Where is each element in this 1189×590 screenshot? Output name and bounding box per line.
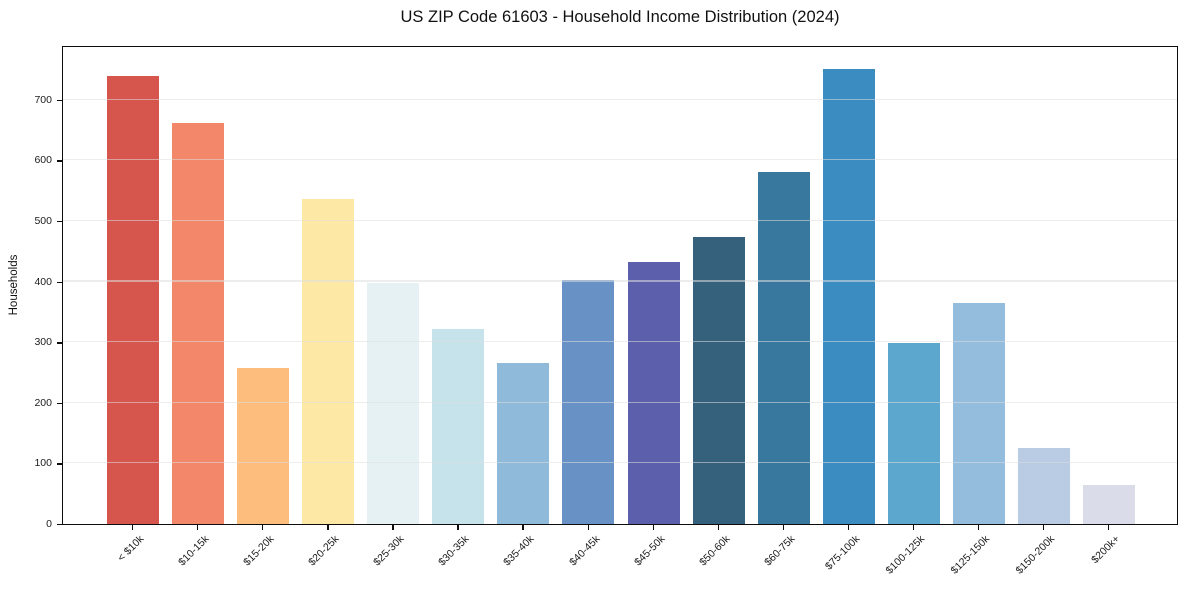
x-tick-mark — [197, 525, 199, 530]
x-tick-mark — [587, 525, 589, 530]
y-tick-label: 300 — [34, 336, 52, 349]
gridline-700 — [63, 98, 1177, 100]
y-tick-mark — [57, 99, 62, 102]
bar-$25-30k — [367, 282, 420, 524]
bar-$100-125k — [887, 343, 940, 524]
bar-$150-200k — [1017, 447, 1070, 524]
y-tick-label: 100 — [34, 457, 52, 470]
bar-$75-100k — [822, 68, 875, 524]
x-tick-mark — [392, 525, 394, 530]
x-tick-mark — [327, 525, 329, 530]
x-tick-mark — [1108, 525, 1110, 530]
bar-$125-150k — [952, 302, 1005, 524]
x-tick-mark — [912, 525, 915, 530]
gridline-500 — [63, 219, 1177, 221]
gridline-600 — [63, 159, 1177, 161]
x-tick-mark — [717, 525, 719, 530]
plot-area — [62, 46, 1178, 525]
gridline-200 — [63, 401, 1177, 403]
bar-$30-35k — [432, 329, 485, 524]
y-tick-label: 500 — [34, 215, 52, 227]
x-tick-mark — [652, 525, 654, 530]
y-tick-label: 200 — [34, 396, 52, 409]
bar-< $10k — [107, 75, 159, 524]
y-tick-mark — [57, 221, 62, 223]
bar-$10-15k — [172, 123, 225, 524]
x-tick-mark — [522, 525, 524, 530]
x-tick-mark — [977, 525, 980, 530]
y-tick-mark — [57, 463, 62, 465]
x-tick-mark — [457, 525, 459, 530]
bar-$200k+ — [1083, 485, 1135, 524]
bar-$20-25k — [302, 199, 355, 524]
x-tick-mark — [847, 525, 850, 530]
bar-$50-60k — [692, 237, 745, 524]
y-tick-mark — [57, 160, 62, 162]
x-tick-mark — [132, 525, 134, 530]
x-tick-mark — [782, 525, 785, 530]
gridline-400 — [63, 280, 1177, 282]
bar-$45-50k — [627, 262, 680, 524]
chart-title: US ZIP Code 61603 - Household Income Dis… — [400, 8, 840, 26]
y-tick-label: 0 — [46, 518, 52, 530]
x-tick-mark — [262, 525, 264, 530]
bar-$35-40k — [497, 363, 550, 524]
x-tick-mark — [1042, 525, 1045, 530]
y-tick-mark — [57, 402, 62, 405]
y-tick-label: 600 — [34, 154, 52, 167]
y-tick-mark — [57, 342, 62, 344]
y-tick-label: 700 — [34, 93, 52, 106]
y-tick-mark — [57, 524, 62, 526]
bar-$15-20k — [237, 368, 290, 524]
y-tick-label: 400 — [34, 275, 52, 288]
y-tick-mark — [57, 281, 62, 283]
gridline-100 — [63, 462, 1177, 464]
gridline-300 — [63, 341, 1177, 343]
bar-$60-75k — [757, 171, 810, 524]
